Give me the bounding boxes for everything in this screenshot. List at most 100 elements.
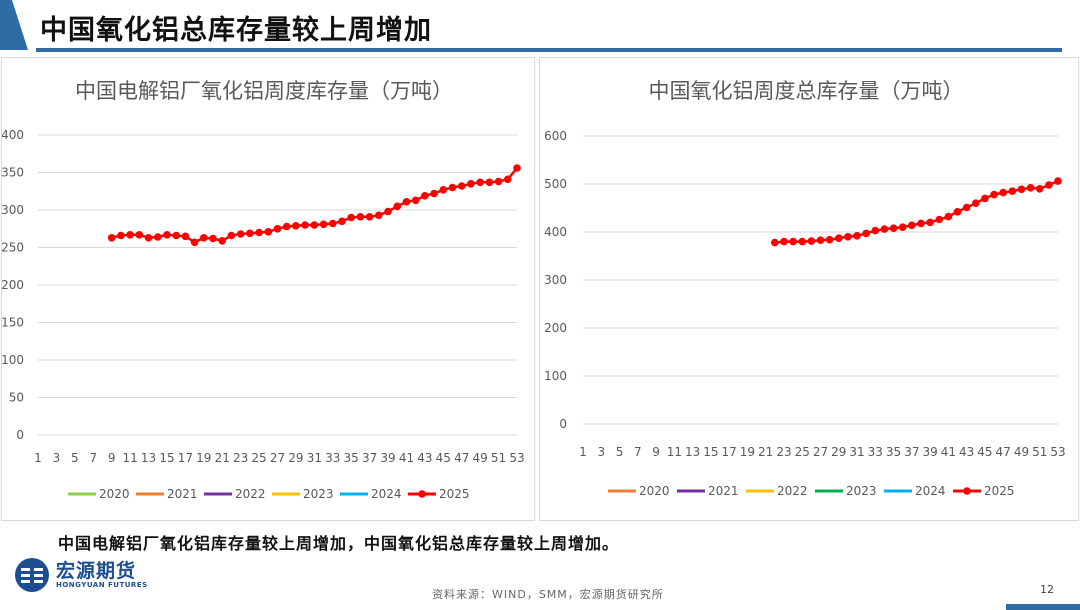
data-point: [329, 219, 337, 228]
legend-label: 2021: [167, 487, 198, 501]
legend-item-2020: 2020: [68, 487, 130, 501]
x-tick-label: 21: [215, 451, 230, 465]
data-point: [107, 234, 116, 242]
data-point: [981, 194, 989, 203]
y-tick-label: 600: [544, 129, 567, 143]
chart-left: 中国电解铝厂氧化铝周度库存量（万吨） 0 50 100 150 200 250 300 350 4…: [2, 79, 525, 501]
y-tick-label: 400: [2, 128, 24, 142]
x-tick-label: 23: [233, 451, 248, 465]
data-point: [144, 234, 153, 242]
data-point: [301, 221, 309, 229]
title-rule: [36, 48, 1062, 52]
data-point: [1026, 184, 1035, 192]
legend-label: 2021: [708, 484, 739, 498]
x-tick-label: 7: [89, 451, 97, 465]
data-point: [476, 178, 485, 187]
data-point: [338, 217, 346, 226]
data-point: [789, 237, 797, 246]
y-tick-label: 250: [2, 241, 24, 255]
data-point: [236, 230, 245, 238]
data-point: [393, 202, 402, 211]
data-point: [1045, 181, 1053, 189]
x-tick-label: 51: [491, 451, 506, 465]
x-tick-label: 39: [922, 445, 937, 459]
legend-item-2024: 2024: [884, 484, 946, 498]
data-point: [926, 218, 934, 227]
data-point: [181, 232, 190, 241]
y-tick-label: 350: [2, 166, 24, 180]
x-tick-label: 3: [597, 445, 605, 459]
page-number: 12: [1040, 583, 1054, 596]
data-point: [227, 231, 236, 240]
header-corner-decoration: [0, 0, 28, 50]
data-point: [485, 178, 494, 187]
x-tick-label: 1: [579, 445, 587, 459]
data-point: [282, 222, 291, 231]
data-point: [190, 238, 199, 247]
data-point: [771, 238, 779, 247]
y-tick-label: 300: [544, 273, 567, 287]
footer-bar: [1006, 604, 1080, 610]
legend-item-2020: 2020: [608, 484, 670, 498]
x-tick-label: 39: [380, 451, 395, 465]
logo-text-en: HONGYUAN FUTURES: [56, 581, 148, 589]
data-point: [273, 225, 282, 233]
chart-title: 中国电解铝厂氧化铝周度库存量（万吨）: [75, 79, 453, 103]
x-tick-label: 43: [959, 445, 974, 459]
data-point: [494, 177, 503, 186]
data-point: [835, 234, 843, 242]
x-tick-label: 25: [251, 451, 266, 465]
x-tick-label: 37: [904, 445, 919, 459]
data-point: [1008, 187, 1017, 195]
legend-label: 2020: [639, 484, 670, 498]
data-point: [421, 192, 429, 200]
data-point: [356, 213, 365, 221]
legend-label: 2024: [371, 487, 402, 501]
x-tick-label: 31: [307, 451, 322, 465]
x-tick-label: 41: [941, 445, 956, 459]
data-point: [999, 188, 1007, 197]
x-tick-label: 41: [399, 451, 414, 465]
data-point: [246, 229, 254, 238]
legend-item-2025: 2025: [953, 484, 1015, 498]
x-tick-label: 11: [667, 445, 682, 459]
legend-label: 2025: [984, 484, 1015, 498]
data-point: [384, 207, 392, 216]
legend-label: 2022: [777, 484, 808, 498]
x-tick-label: 25: [795, 445, 810, 459]
x-tick-label: 33: [325, 451, 340, 465]
x-tick-label: 35: [344, 451, 359, 465]
x-tick-label: 9: [108, 451, 116, 465]
x-tick-label: 47: [996, 445, 1011, 459]
data-point: [1054, 177, 1062, 185]
y-tick-label: 100: [544, 369, 567, 383]
data-point: [218, 237, 226, 245]
y-tick-label: 300: [2, 203, 24, 217]
series-line-2025: [111, 167, 518, 244]
legend-label: 2024: [915, 484, 946, 498]
x-tick-label: 17: [722, 445, 737, 459]
data-point: [402, 198, 411, 206]
legend-item-2023: 2023: [272, 487, 334, 501]
y-tick-label: 0: [16, 428, 24, 442]
x-tick-label: 51: [1032, 445, 1047, 459]
x-tick-label: 17: [178, 451, 193, 465]
legend-item-2021: 2021: [136, 487, 198, 501]
legend-item-2022: 2022: [746, 484, 808, 498]
data-point: [780, 237, 788, 246]
x-tick-label: 29: [831, 445, 846, 459]
x-tick-label: 47: [454, 451, 469, 465]
data-point: [935, 215, 944, 224]
x-tick-label: 5: [616, 445, 624, 459]
legend-label: 2023: [846, 484, 877, 498]
legend-label: 2023: [303, 487, 334, 501]
data-point: [962, 203, 971, 212]
data-point: [898, 223, 907, 231]
chart-title: 中国氧化铝周度总库存量（万吨）: [649, 79, 964, 103]
data-point: [439, 186, 448, 194]
data-point: [871, 226, 880, 235]
chart-panel-left: 中国电解铝厂氧化铝周度库存量（万吨） 0 50 100 150 200 250 300 350 4…: [1, 57, 535, 521]
x-tick-label: 15: [703, 445, 718, 459]
x-tick-label: 9: [652, 445, 660, 459]
